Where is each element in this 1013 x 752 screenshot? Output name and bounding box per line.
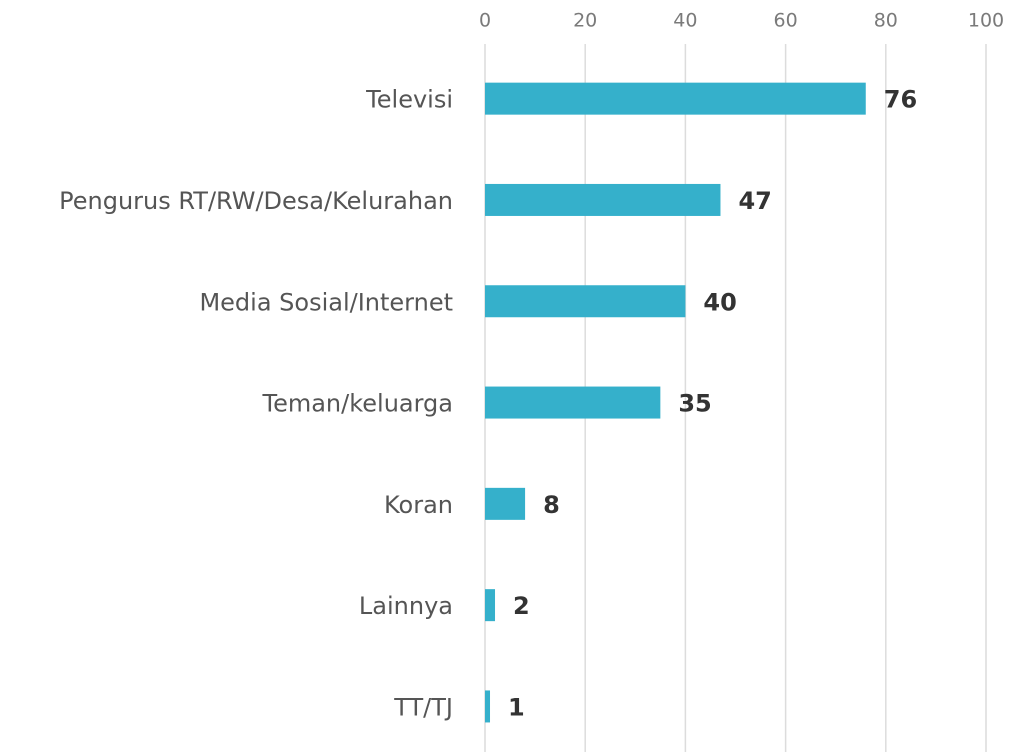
x-tick-label: 80 xyxy=(874,10,898,32)
x-tick-label: 40 xyxy=(673,10,697,32)
category-label: Lainnya xyxy=(359,592,453,620)
category-label: Teman/keluarga xyxy=(261,390,453,418)
x-tick-label: 60 xyxy=(774,10,798,32)
x-tick-label: 0 xyxy=(479,10,491,32)
category-label: Televisi xyxy=(365,86,453,114)
value-label: 40 xyxy=(703,288,736,316)
bar xyxy=(485,386,661,419)
category-label: Koran xyxy=(384,491,453,519)
category-label: TT/TJ xyxy=(393,693,453,721)
bar xyxy=(485,690,491,723)
category-label: Pengurus RT/RW/Desa/Kelurahan xyxy=(59,187,453,215)
value-label: 76 xyxy=(884,86,917,114)
value-label: 8 xyxy=(543,491,560,519)
value-label: 47 xyxy=(738,187,771,215)
bar xyxy=(485,82,866,115)
value-label: 2 xyxy=(513,592,530,620)
category-label: Media Sosial/Internet xyxy=(199,288,453,316)
value-label: 35 xyxy=(678,390,711,418)
value-label: 1 xyxy=(508,693,525,721)
bar xyxy=(485,183,721,216)
bar xyxy=(485,487,526,520)
x-tick-label: 20 xyxy=(573,10,597,32)
bar xyxy=(485,285,686,318)
bar xyxy=(485,589,496,622)
x-tick-label: 100 xyxy=(968,10,1004,32)
